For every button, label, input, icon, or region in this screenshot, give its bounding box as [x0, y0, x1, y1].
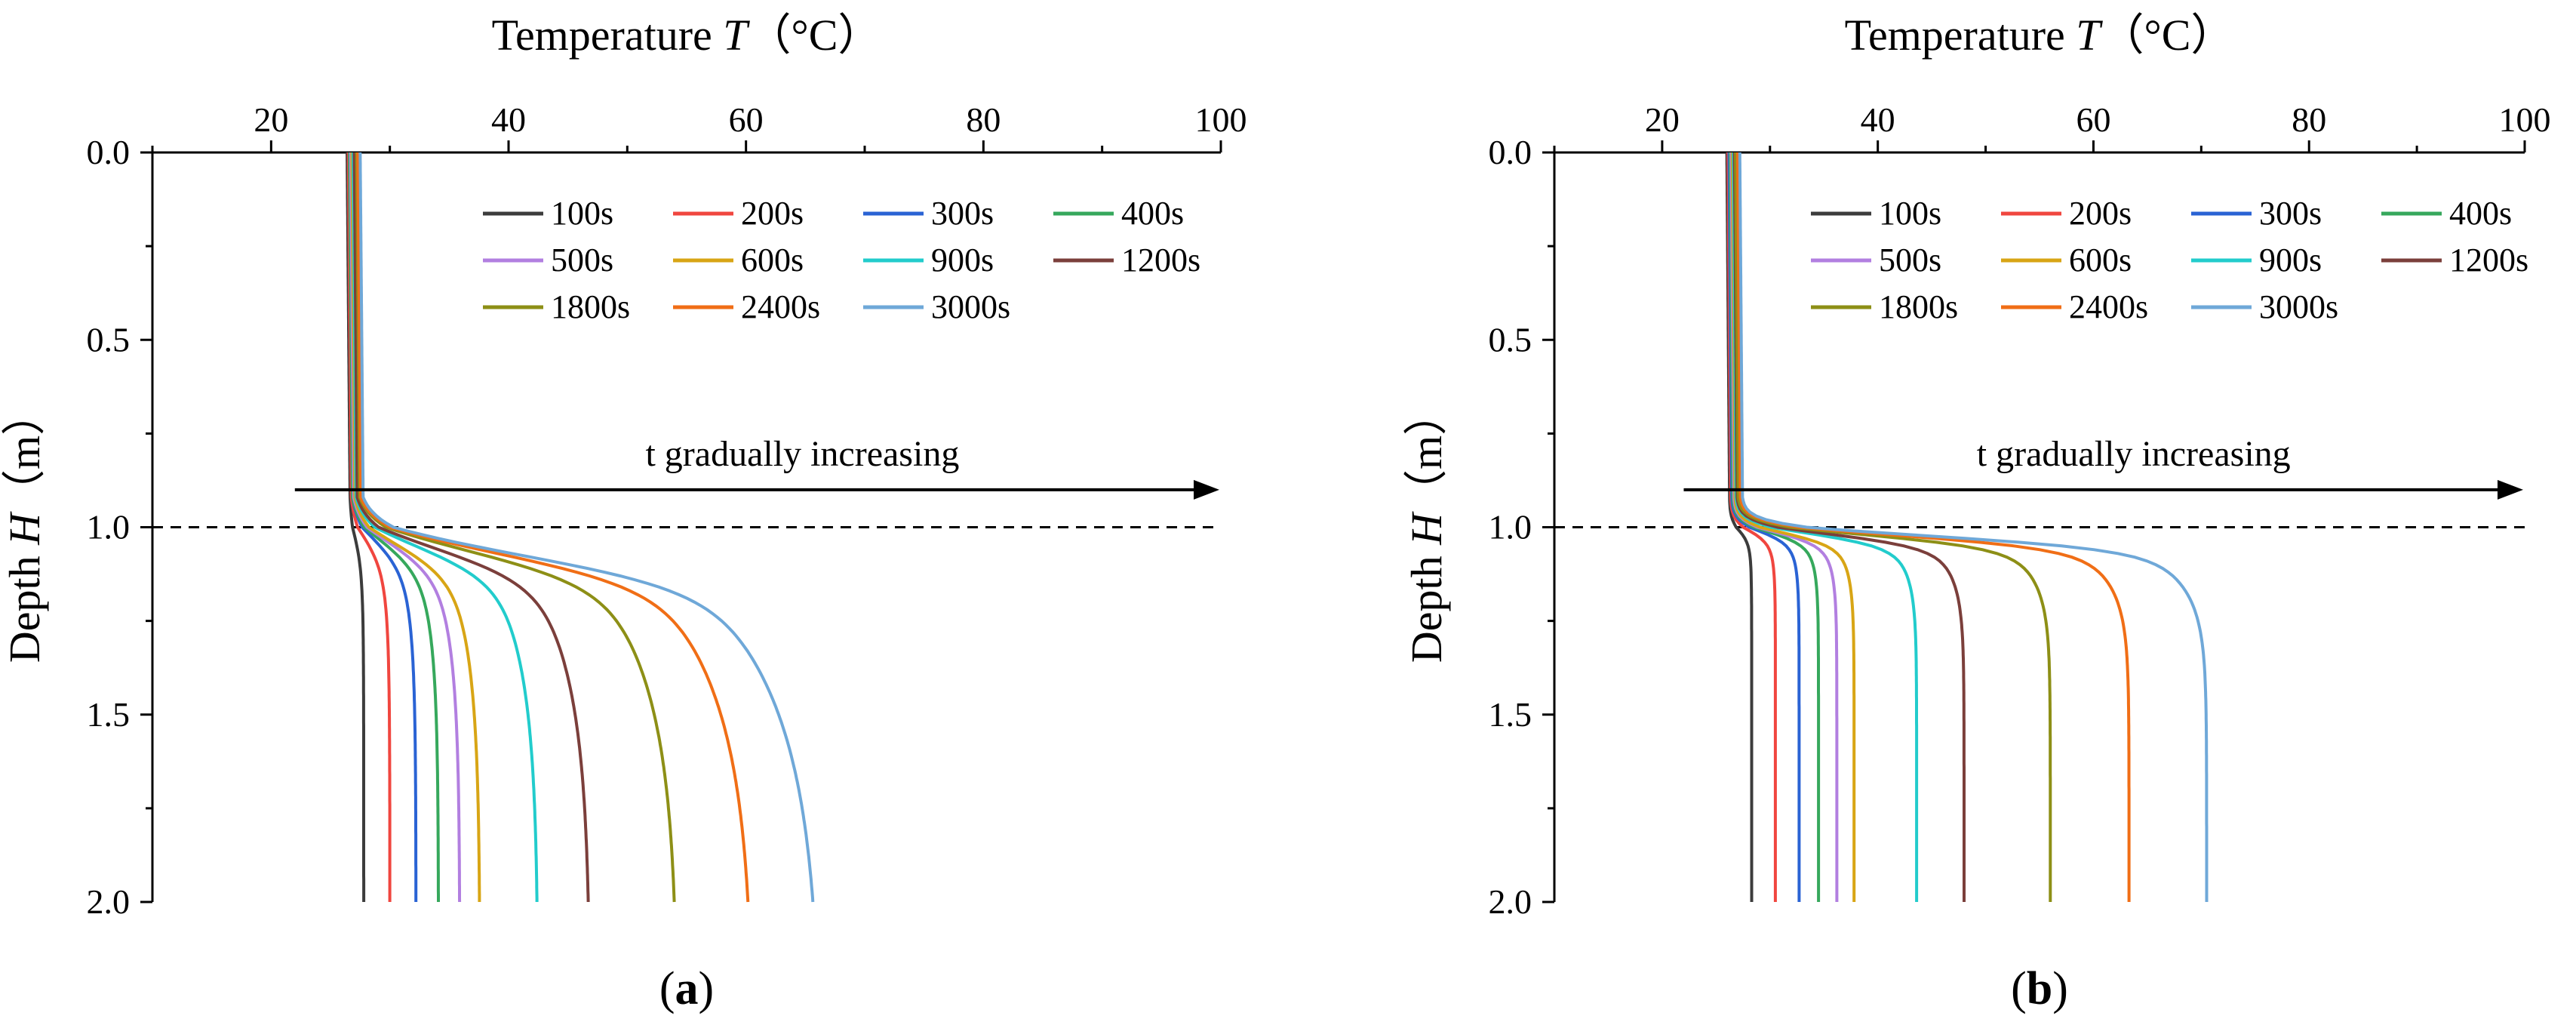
- legend-label-600s: 600s: [741, 242, 804, 279]
- x-tick-label: 60: [729, 100, 764, 139]
- y-axis-title: Depth H（m）: [0, 392, 49, 663]
- y-tick-label: 1.0: [1489, 508, 1532, 546]
- trend-annotation: t gradually increasing: [645, 434, 959, 474]
- panel-a: 20 40 60 80 100 0.0 0.5 1.0 1.5 2.0 Temperature T（…: [0, 11, 1247, 1014]
- legend-label-3000s: 3000s: [931, 288, 1010, 325]
- panel-b: 20 40 60 80 100 0.0 0.5 1.0 1.5 2.0 Temperature T（…: [1402, 11, 2551, 1014]
- legend-label-600s: 600s: [2069, 242, 2132, 279]
- panel-caption: (b): [2011, 963, 2068, 1014]
- series-line-1200s: [352, 152, 590, 903]
- legend-label-300s: 300s: [2259, 195, 2322, 232]
- y-tick-label: 2.0: [1489, 882, 1532, 921]
- series-line-2400s: [356, 152, 750, 903]
- legend-label-900s: 900s: [2259, 242, 2322, 279]
- y-tick-label: 0.0: [87, 133, 131, 171]
- legend-label-1800s: 1800s: [1879, 288, 1958, 325]
- legend-label-2400s: 2400s: [2069, 288, 2148, 325]
- legend-label-3000s: 3000s: [2259, 288, 2338, 325]
- legend-label-2400s: 2400s: [741, 288, 820, 325]
- y-tick-label: 1.5: [1489, 695, 1532, 734]
- legend-label-1200s: 1200s: [1121, 242, 1200, 279]
- x-tick-label: 40: [1861, 100, 1895, 139]
- legend-label-1200s: 1200s: [2449, 242, 2528, 279]
- trend-arrow-head: [2498, 479, 2523, 500]
- x-tick-label: 60: [2076, 100, 2110, 139]
- legend-label-900s: 900s: [931, 242, 994, 279]
- legend-label-500s: 500s: [551, 242, 613, 279]
- legend-label-200s: 200s: [741, 195, 804, 232]
- x-axis-title: Temperature T（°C）: [492, 11, 882, 60]
- y-tick-label: 1.0: [87, 508, 131, 546]
- legend-label-100s: 100s: [1879, 195, 1941, 232]
- legend-label-400s: 400s: [1121, 195, 1184, 232]
- y-tick-label: 0.5: [87, 320, 131, 359]
- y-axis-title: Depth H（m）: [1402, 392, 1451, 663]
- legend-label-1800s: 1800s: [551, 288, 630, 325]
- legend-label-500s: 500s: [1879, 242, 1941, 279]
- legend-label-400s: 400s: [2449, 195, 2512, 232]
- legend-label-300s: 300s: [931, 195, 994, 232]
- x-tick-label: 80: [966, 100, 1001, 139]
- x-tick-label: 100: [2499, 100, 2551, 139]
- series-line-3000s: [1738, 152, 2209, 902]
- y-tick-label: 0.0: [1489, 133, 1532, 171]
- x-axis-title: Temperature T（°C）: [1845, 11, 2235, 60]
- series-line-1800s: [1734, 152, 2052, 902]
- x-tick-label: 80: [2292, 100, 2326, 139]
- panel-caption: (a): [659, 963, 714, 1014]
- trend-annotation: t gradually increasing: [1977, 434, 2291, 474]
- legend-label-100s: 100s: [551, 195, 613, 232]
- trend-arrow-head: [1194, 479, 1219, 500]
- legend-label-200s: 200s: [2069, 195, 2132, 232]
- x-tick-label: 20: [254, 100, 288, 139]
- x-tick-label: 100: [1195, 100, 1247, 139]
- series-line-3000s: [358, 152, 815, 903]
- x-tick-label: 20: [1645, 100, 1680, 139]
- y-tick-label: 0.5: [1489, 320, 1532, 359]
- x-tick-label: 40: [491, 100, 526, 139]
- y-tick-label: 1.5: [87, 695, 131, 734]
- y-tick-label: 2.0: [87, 882, 131, 921]
